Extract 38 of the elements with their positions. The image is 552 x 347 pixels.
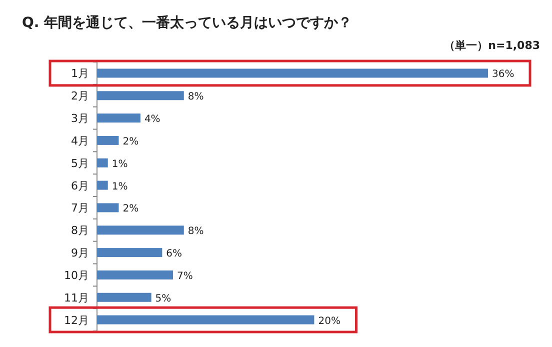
- y-tick-label: 5月: [71, 156, 89, 170]
- chart-subtitle: （単一）n=1,083: [444, 39, 540, 52]
- y-tick-label: 11月: [64, 291, 89, 304]
- bar: [97, 270, 174, 280]
- data-label: 2%: [122, 136, 139, 148]
- bar: [97, 180, 108, 190]
- y-tick-label: 2月: [71, 90, 89, 103]
- data-label: 36%: [492, 69, 514, 80]
- chart-title: Q. 年間を通じて、一番太っている月はいつですか？: [22, 14, 352, 31]
- y-tick-label: 1月: [71, 67, 89, 80]
- y-tick-label: 9月: [71, 246, 89, 260]
- data-label: 5%: [155, 293, 172, 304]
- y-tick-label: 8月: [71, 224, 89, 238]
- y-tick-label: 12月: [64, 314, 89, 327]
- data-label: 8%: [188, 92, 204, 103]
- bar: [97, 136, 119, 145]
- bar: [97, 315, 314, 324]
- data-label: 4%: [144, 114, 160, 126]
- data-label: 8%: [188, 226, 204, 238]
- bar: [97, 91, 184, 100]
- bar: [97, 292, 152, 302]
- bar: [97, 248, 162, 258]
- data-label: 1%: [112, 181, 128, 192]
- y-tick-label: 6月: [71, 179, 89, 192]
- bar: [97, 158, 108, 168]
- data-label: 2%: [122, 204, 139, 215]
- data-label: 6%: [166, 248, 182, 260]
- y-tick-label: 10月: [64, 268, 89, 282]
- bar: [97, 68, 488, 78]
- y-tick-label: 7月: [71, 202, 89, 215]
- data-label: 1%: [112, 158, 128, 170]
- bar: [97, 203, 119, 212]
- y-tick-label: 4月: [71, 134, 89, 148]
- data-label: 20%: [318, 316, 340, 327]
- bar: [97, 226, 184, 235]
- data-label: 7%: [177, 270, 193, 282]
- bar: [97, 114, 140, 123]
- y-tick-label: 3月: [71, 112, 89, 126]
